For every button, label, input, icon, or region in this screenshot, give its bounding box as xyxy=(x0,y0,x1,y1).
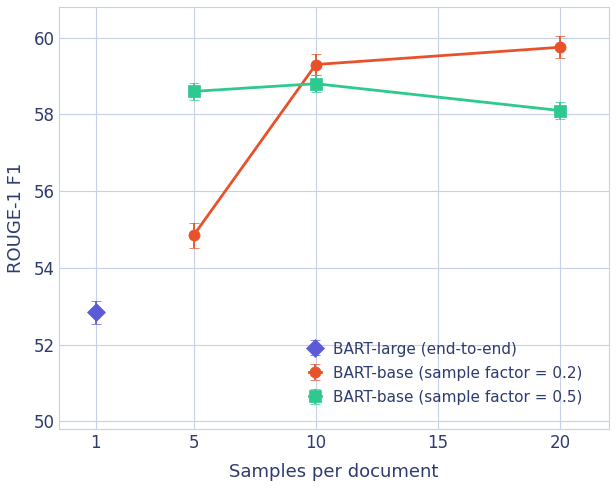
Legend: BART-large (end-to-end), BART-base (sample factor = 0.2), BART-base (sample fact: BART-large (end-to-end), BART-base (samp… xyxy=(301,334,590,413)
X-axis label: Samples per document: Samples per document xyxy=(230,463,439,481)
Y-axis label: ROUGE-1 F1: ROUGE-1 F1 xyxy=(7,163,25,273)
